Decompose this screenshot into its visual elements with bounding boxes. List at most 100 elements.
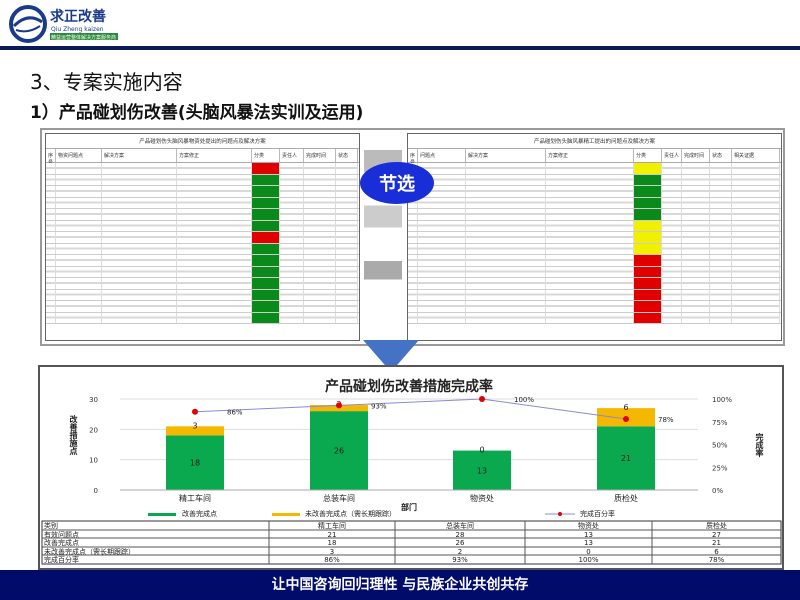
- data-table-cell: 改善完成点: [44, 538, 79, 547]
- data-table-cell: 2: [458, 548, 462, 556]
- left-table-row: [46, 312, 359, 324]
- legend-marker-rate: [558, 512, 562, 516]
- logo-name-en: Qiu Zheng kaizen: [51, 26, 104, 33]
- left-table-row: [46, 289, 359, 301]
- right-table-header: 序号问题点解决方案方案修正分类责任人完成时间状态相关证据: [408, 149, 781, 166]
- left-table-row: [46, 209, 359, 221]
- screenshot-panel: 产品碰划伤头脑风暴物资处提出的问题点及解决方案 序号物资问题点解决方案方案修正分…: [40, 128, 785, 346]
- legend-label: 改善完成点: [182, 509, 217, 518]
- header-divider: [0, 46, 800, 50]
- y2-tick-label: 25%: [712, 464, 728, 472]
- footer-slogan: 让中国咨询回归理性 与民族企业共创共存: [0, 570, 800, 600]
- left-header-cell: 解决方案: [102, 149, 177, 162]
- right-solution-table: 产品碰划伤头脑风暴精工提出的问题点及解决方案 序号问题点解决方案方案修正分类责任…: [407, 133, 782, 341]
- y-tick-label: 30: [89, 396, 98, 404]
- right-table-row: [408, 174, 781, 186]
- data-table-header-cell: 精工车间: [318, 521, 346, 530]
- x-tick-label: 物资处: [470, 493, 494, 503]
- data-table-cell: 13: [584, 539, 593, 547]
- bar-completed: [453, 450, 511, 490]
- x-tick-label: 总装车间: [323, 493, 355, 503]
- right-table-row: [408, 232, 781, 244]
- bar-pending: [166, 426, 224, 436]
- bar-data-label: 18: [190, 459, 200, 468]
- data-table-cell: 93%: [452, 556, 468, 564]
- completion-rate-marker: [192, 408, 198, 415]
- data-table-cell: 未改善完成点（需长期跟踪）: [44, 547, 135, 556]
- completion-rate-marker: [623, 416, 629, 423]
- data-table-border: [41, 520, 782, 565]
- logo: 求正改善 Qiu Zheng kaizen 精益运营整体解决方案服务商: [8, 4, 148, 44]
- completion-rate-marker: [479, 396, 485, 402]
- x-tick-label: 精工车间: [179, 493, 211, 503]
- completion-rate-label: 100%: [514, 396, 534, 404]
- y-tick-label: 0: [94, 487, 98, 495]
- left-header-cell: 分类: [252, 149, 280, 162]
- data-table-cell: 6: [714, 548, 719, 556]
- data-table-cell: 完成百分率: [44, 555, 79, 564]
- logo-name-cn: 求正改善: [50, 8, 106, 25]
- bar-data-label: 21: [621, 454, 631, 463]
- y2-tick-label: 0%: [712, 487, 723, 495]
- right-header-cell: 方案修正: [546, 149, 634, 162]
- left-table-row: [46, 163, 359, 175]
- chart-panel: 产品碰划伤改善措施完成率 0 10 20 30 0% 25% 50% 75% 100% 18 3 精工车…: [38, 365, 784, 570]
- completion-rate-line: [194, 398, 627, 420]
- section-heading: 3、专案实施内容: [30, 70, 183, 94]
- chart-title: 产品碰划伤改善措施完成率: [325, 378, 493, 395]
- data-table-cell: 21: [712, 539, 721, 547]
- left-table-title: 产品碰划伤头脑风暴物资处提出的问题点及解决方案: [46, 134, 359, 149]
- data-table-header-cell: 类别: [44, 521, 58, 530]
- right-header-cell: 解决方案: [466, 149, 546, 162]
- data-table-cell: 3: [330, 548, 334, 556]
- left-header-cell: 完成时间: [304, 149, 336, 162]
- left-header-cell: 状态: [336, 149, 358, 162]
- left-table-row: [46, 243, 359, 255]
- bar-completed: [310, 411, 368, 490]
- left-table-row: [46, 220, 359, 232]
- right-header-cell: 相关证据: [732, 149, 780, 162]
- right-table-row: [408, 197, 781, 209]
- bar-data-label: 3: [192, 421, 197, 430]
- right-table-row: [408, 266, 781, 278]
- y-tick-label: 10: [89, 457, 98, 465]
- left-table-row: [46, 266, 359, 278]
- legend-label: 未改善完成点（需长期跟踪）: [305, 509, 396, 518]
- data-table-cell: 27: [712, 531, 721, 539]
- right-header-cell: 状态: [710, 149, 732, 162]
- right-table-title: 产品碰划伤头脑风暴精工提出的问题点及解决方案: [408, 134, 781, 149]
- bar-data-label: 13: [477, 466, 487, 475]
- x-tick-label: 质检处: [614, 493, 638, 503]
- right-table-row: [408, 220, 781, 232]
- bar-completed: [166, 435, 224, 490]
- completion-rate-label: 93%: [371, 402, 387, 410]
- y2-tick-label: 100%: [712, 396, 732, 404]
- excerpt-badge: 节选: [360, 162, 434, 204]
- right-table-row: [408, 278, 781, 290]
- completion-rate-label: 78%: [658, 416, 674, 424]
- y2-tick-label: 75%: [712, 419, 728, 427]
- data-table-cell: 28: [456, 531, 465, 539]
- left-header-cell: 责任人: [280, 149, 304, 162]
- logo-emblem-icon: 求正改善 Qiu Zheng kaizen 精益运营整体解决方案服务商: [9, 5, 118, 43]
- data-table-cell: 0: [586, 548, 590, 556]
- bar-data-label: 6: [623, 403, 628, 412]
- left-table-row: [46, 186, 359, 198]
- logo-tagline: 精益运营整体解决方案服务商: [51, 34, 116, 41]
- data-table-cell: 26: [456, 539, 465, 547]
- data-table-header-cell: 质检处: [706, 521, 727, 530]
- data-table-cell: 13: [584, 531, 593, 539]
- x-axis-title: 部门: [401, 502, 417, 512]
- left-header-cell: 物资问题点: [56, 149, 102, 162]
- right-table-row: [408, 289, 781, 301]
- left-table-row: [46, 232, 359, 244]
- left-table-row: [46, 278, 359, 290]
- right-table-row: [408, 312, 781, 324]
- data-table-cell: 100%: [578, 556, 598, 564]
- right-header-cell: 序号: [408, 149, 418, 166]
- right-table-row: [408, 255, 781, 267]
- y2-axis-title: 完成率: [755, 433, 764, 457]
- right-table-row: [408, 301, 781, 313]
- legend-swatch-completed: [148, 513, 176, 516]
- right-header-cell: 问题点: [418, 149, 466, 162]
